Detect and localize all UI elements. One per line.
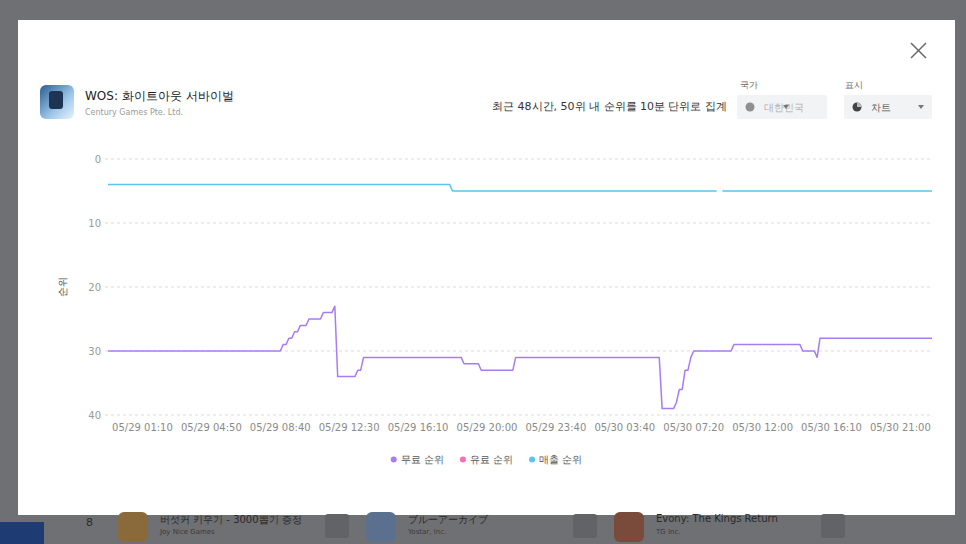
y-tick-label: 0 — [95, 154, 101, 165]
y-tick-label: 30 — [88, 346, 101, 357]
rank-number: 8 — [86, 516, 93, 529]
x-tick-label: 05/29 08:40 — [250, 422, 311, 433]
legend: 무료 순위 유료 순위 매출 순위 — [391, 454, 583, 465]
x-tick-label: 05/29 23:40 — [525, 422, 586, 433]
chart-icon-slice — [857, 103, 862, 108]
legend-dot — [529, 457, 535, 463]
y-tick-label: 10 — [88, 218, 101, 229]
filter-label: 국가 — [740, 79, 758, 92]
chart-icon — [853, 103, 862, 112]
legend-dot — [391, 457, 397, 463]
trend-button — [821, 514, 845, 538]
app-name: ブルーアーカイブ — [408, 513, 488, 527]
icon-figure — [49, 91, 63, 109]
legend-item: 무료 순위 — [391, 454, 444, 465]
y-tick-label: 20 — [88, 282, 101, 293]
app-icon — [366, 512, 396, 542]
app-title: WOS: 화이트아웃 서바이벌 — [85, 88, 234, 105]
legend-dot — [460, 457, 466, 463]
page: {"modal": {"app_name": "WOS: 화이트아웃 서바이벌"… — [0, 0, 966, 544]
app-publisher: Century Games Pte. Ltd. — [85, 108, 183, 117]
app-name: Evony: The Kings Return — [656, 513, 778, 524]
app-icon — [118, 512, 148, 542]
app-publisher: Yostar, Inc. — [408, 528, 446, 536]
x-tick-label: 05/30 21:00 — [870, 422, 931, 433]
globe-icon — [746, 103, 755, 112]
app-name: 버섯커 키우기 - 3000뽑기 증정 — [160, 513, 302, 527]
filter-label: 표시 — [845, 79, 863, 92]
plot-area — [108, 185, 932, 409]
trend-button — [573, 514, 597, 538]
legend-label: 매출 순위 — [539, 454, 582, 465]
caret-icon — [783, 105, 789, 109]
trend-button — [325, 514, 349, 538]
app-icon — [614, 512, 644, 542]
legend-item: 유료 순위 — [460, 454, 513, 465]
close-stroke — [911, 43, 926, 58]
dropdown-value: 대한민국 — [764, 101, 804, 115]
modal: WOS: 화이트아웃 서바이벌 Century Games Pte. Ltd. 최근… — [18, 20, 955, 515]
x-tick-label: 05/30 16:10 — [801, 422, 862, 433]
x-tick-label: 05/29 12:30 — [319, 422, 380, 433]
display-dropdown[interactable]: 차트 — [844, 95, 932, 119]
series-line — [108, 185, 932, 191]
grid-line — [105, 159, 932, 160]
chart-subtitle: 최근 48시간, 50위 내 순위를 10분 단위로 집계 — [492, 99, 727, 114]
close-button[interactable] — [911, 43, 926, 58]
app-icon — [40, 85, 74, 119]
close-stroke — [911, 43, 926, 58]
x-tick-label: 05/30 07:20 — [663, 422, 724, 433]
grid-line — [105, 351, 932, 352]
chart-layer: 0 10 20 30 40 순위 05/29 01:10 05/29 04:50 05/29 0… — [0, 0, 966, 544]
side-button — [0, 522, 44, 544]
x-tick-label: 05/30 12:00 — [732, 422, 793, 433]
grid-line — [105, 223, 932, 224]
dropdown-value: 차트 — [871, 101, 891, 115]
country-dropdown[interactable]: 대한민국 — [737, 95, 827, 119]
grid-line — [105, 287, 932, 288]
y-axis-title: 순위 — [57, 277, 68, 297]
x-tick-label: 05/29 04:50 — [181, 422, 242, 433]
app-publisher: Joy Nice Games — [160, 528, 215, 536]
legend-label: 유료 순위 — [470, 454, 513, 465]
series-line — [108, 306, 932, 408]
x-tick-label: 05/30 03:40 — [594, 422, 655, 433]
x-tick-label: 05/29 01:10 — [112, 422, 173, 433]
caret-icon — [918, 105, 924, 109]
legend-item: 매출 순위 — [529, 454, 582, 465]
y-tick-label: 40 — [88, 410, 101, 421]
x-tick-label: 05/29 16:10 — [388, 422, 449, 433]
app-publisher: TG Inc. — [656, 528, 681, 536]
grid-line — [105, 415, 932, 416]
x-tick-label: 05/29 20:00 — [457, 422, 518, 433]
legend-label: 무료 순위 — [401, 454, 444, 465]
